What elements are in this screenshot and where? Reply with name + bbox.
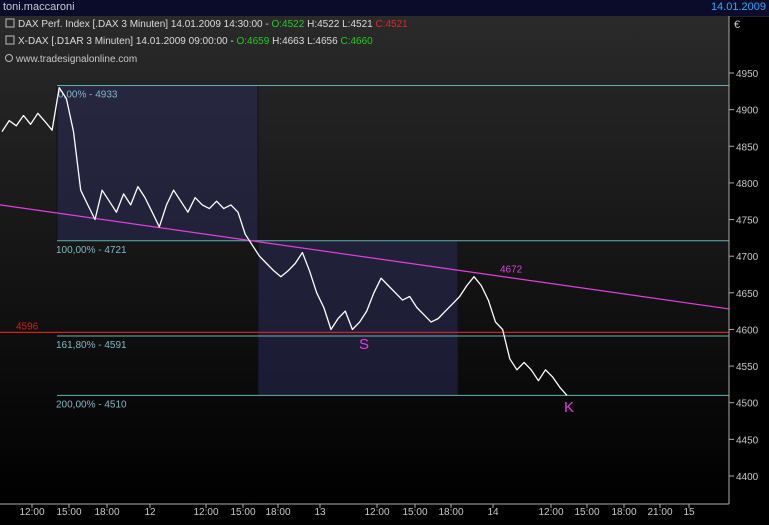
x-tick-label: 12:00 (364, 507, 389, 518)
consolidation-box (56, 84, 259, 242)
y-tick-label: 4750 (736, 216, 759, 227)
x-tick-label: 15:00 (230, 507, 255, 518)
x-tick-label: 15:00 (56, 507, 81, 518)
series-toggle-icon[interactable] (5, 35, 15, 45)
fib-level-label: 0,00% - 4933 (58, 89, 118, 100)
consolidation-boxes (56, 84, 459, 396)
y-tick-label: 4400 (736, 472, 759, 483)
y-tick-label: 4850 (736, 142, 759, 153)
annotation-layer: 4672 S K (359, 265, 574, 416)
x-tick-label: 18:00 (265, 507, 290, 518)
x-tick-label: 18:00 (438, 507, 463, 518)
x-tick-label: 12 (144, 507, 156, 518)
peak-value-label: 4672 (500, 265, 523, 276)
y-tick-label: 4550 (736, 362, 759, 373)
price-series-line (1, 87, 568, 396)
x-tick-label: 15:00 (574, 507, 599, 518)
x-tick-label: 18:00 (611, 507, 636, 518)
legend-dax-name: DAX Perf. Index [.DAX 3 Minuten] 14.01.2… (18, 19, 272, 30)
wave-label-s: S (359, 336, 369, 353)
y-tick-label: 4900 (736, 106, 759, 117)
chart-area[interactable]: 0,00% - 4933 100,00% - 4721 161,80% - 4591… (0, 16, 769, 520)
x-tick-label: 12:00 (538, 507, 563, 518)
legend-dax-high: H:4522 (307, 19, 340, 30)
chart-svg[interactable]: 0,00% - 4933 100,00% - 4721 161,80% - 4591… (0, 16, 769, 520)
y-tick-label: 4800 (736, 179, 759, 190)
legend: DAX Perf. Index [.DAX 3 Minuten] 14.01.2… (5, 18, 408, 65)
watermark-text[interactable]: www.tradesignalonline.com (15, 54, 137, 65)
y-tick-label: 4500 (736, 399, 759, 410)
support-label: 4596 (16, 321, 39, 332)
legend-dax-open: O:4522 (272, 19, 305, 30)
x-tick-label: 21:00 (647, 507, 672, 518)
x-tick-label: 12:00 (19, 507, 44, 518)
x-tick-label: 12:00 (193, 507, 218, 518)
legend-dax-low: L:4521 (342, 19, 373, 30)
legend-row-dax[interactable]: DAX Perf. Index [.DAX 3 Minuten] 14.01.2… (5, 18, 408, 30)
price-series-layer (1, 87, 568, 396)
watermark[interactable]: www.tradesignalonline.com (5, 54, 138, 65)
fib-level-label: 200,00% - 4510 (56, 399, 127, 410)
copyright-icon (5, 54, 13, 62)
legend-xdax-label: X-DAX [.D1AR 3 Minuten] 14.01.2009 09:00… (18, 36, 373, 47)
x-tick-label: 18:00 (94, 507, 119, 518)
user-name: toni.maccaroni (3, 1, 75, 13)
legend-row-xdax[interactable]: X-DAX [.D1AR 3 Minuten] 14.01.2009 09:00… (5, 35, 373, 47)
legend-xdax-low: L:4656 (307, 36, 338, 47)
y-tick-label: 4600 (736, 325, 759, 336)
title-date: 14.01.2009 (710, 1, 766, 13)
x-tick-label: 15 (683, 507, 695, 518)
y-tick-label: 4700 (736, 252, 759, 263)
y-tick-label: 4650 (736, 289, 759, 300)
legend-xdax-high: H:4663 (272, 36, 305, 47)
legend-xdax-name: X-DAX [.D1AR 3 Minuten] 14.01.2009 09:00… (18, 36, 236, 47)
legend-dax-label: DAX Perf. Index [.DAX 3 Minuten] 14.01.2… (18, 19, 408, 30)
trend-line (0, 204, 730, 310)
title-bar: toni.maccaroni 14.01.2009 (0, 0, 769, 17)
fib-level-label: 161,80% - 4591 (56, 340, 127, 351)
wave-label-k: K (564, 399, 574, 416)
legend-dax-close: C:4521 (376, 19, 409, 30)
currency-label: € (734, 19, 740, 31)
x-tick-label: 14 (487, 507, 499, 518)
x-tick-label: 15:00 (402, 507, 427, 518)
legend-xdax-close: C:4660 (340, 36, 373, 47)
y-tick-label: 4950 (736, 69, 759, 80)
level-lines: 0,00% - 4933 100,00% - 4721 161,80% - 4591… (0, 84, 730, 410)
axes-layer: €4950 4900 4850 4800 4750 4700 4650 4600 4550 450… (0, 16, 759, 518)
legend-xdax-open: O:4659 (236, 36, 269, 47)
y-tick-label: 4450 (736, 435, 759, 446)
x-tick-label: 13 (314, 507, 326, 518)
fib-level-label: 100,00% - 4721 (56, 245, 127, 256)
series-toggle-icon[interactable] (5, 18, 15, 28)
